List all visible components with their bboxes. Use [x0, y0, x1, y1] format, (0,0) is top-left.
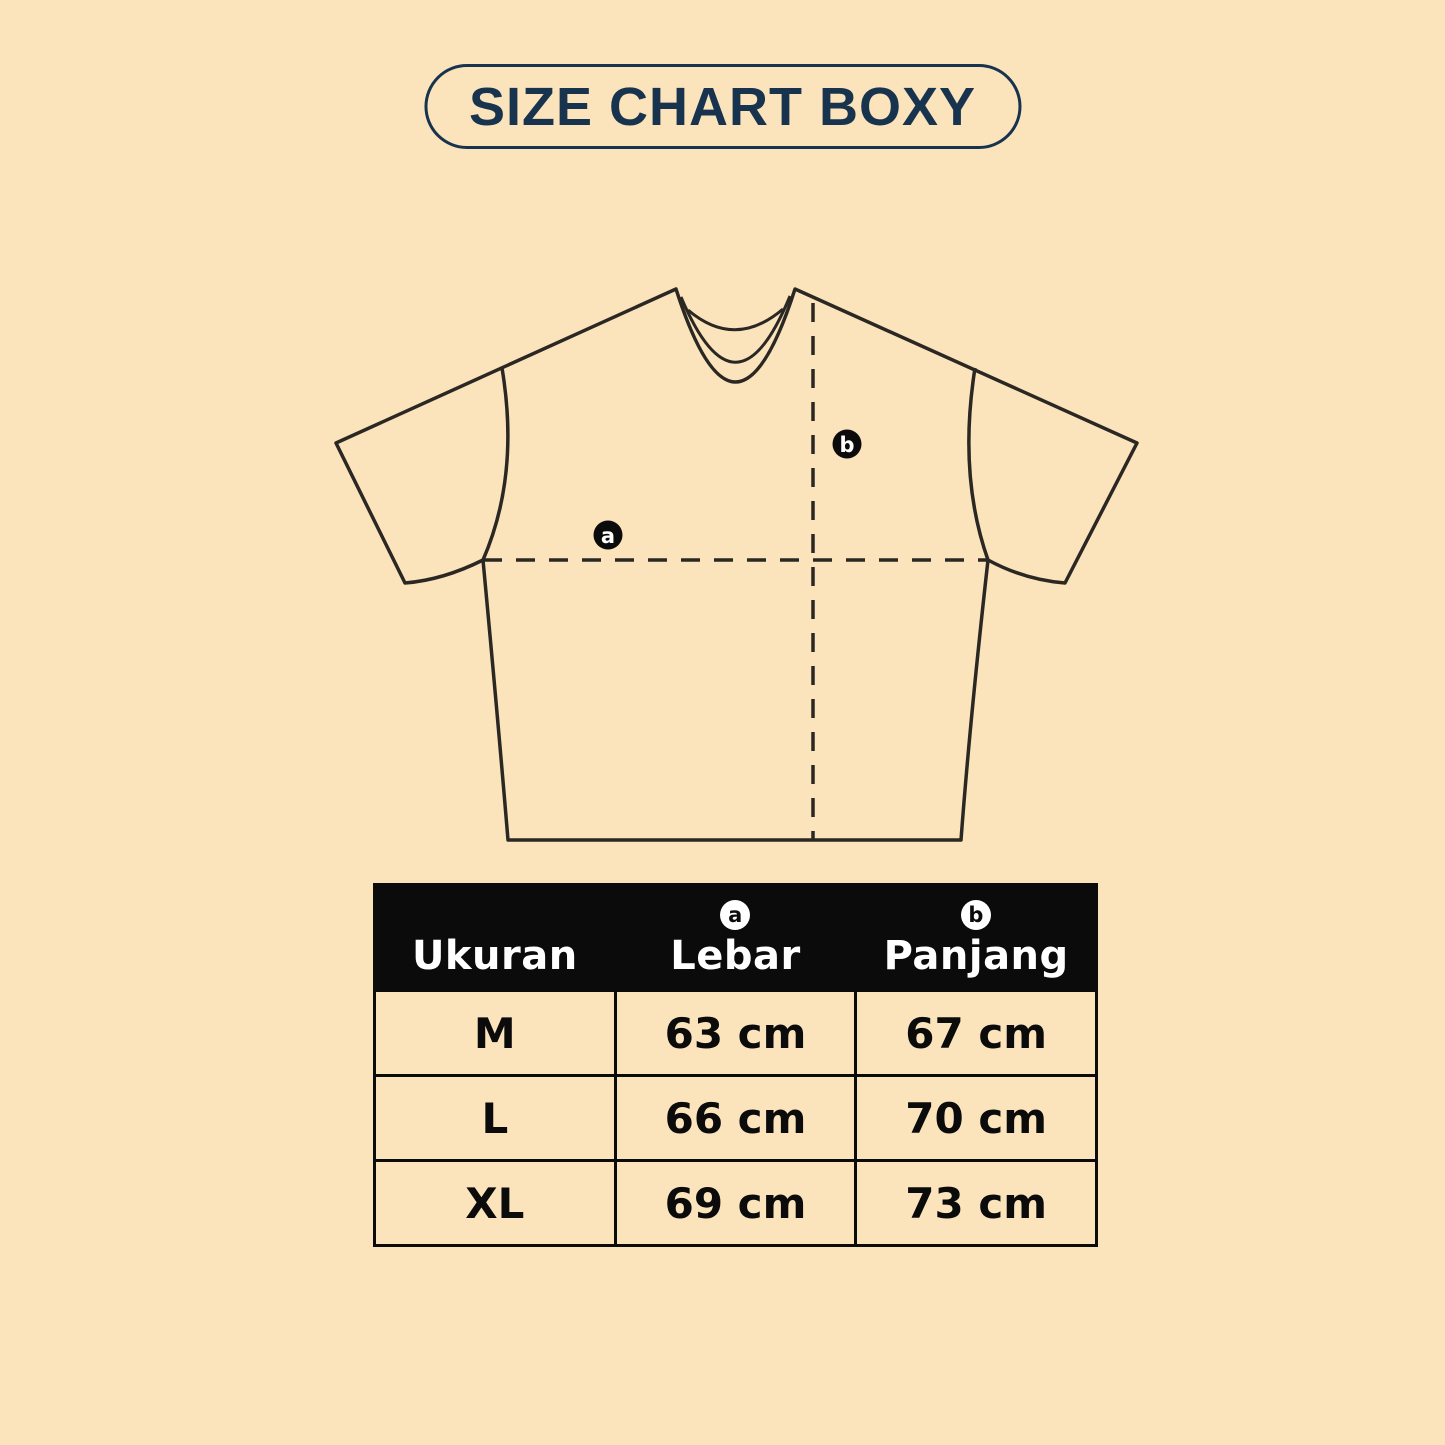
marker-a-label: a: [601, 524, 615, 548]
table-row-xl: XL 69 cm 73 cm: [373, 1159, 1098, 1247]
marker-a-badge: a: [593, 520, 623, 550]
header-label-lebar: Lebar: [670, 933, 801, 979]
header-cell-lebar: a Lebar: [613, 883, 858, 992]
tshirt-outline: [334, 287, 1139, 842]
armhole-left-seam: [481, 367, 510, 561]
marker-b-label: b: [839, 433, 854, 457]
cell-size-l: L: [373, 1074, 617, 1162]
marker-b-badge: b: [832, 429, 862, 459]
collar-back-line: [687, 307, 784, 332]
cell-lebar-l: 66 cm: [613, 1074, 858, 1162]
header-label-ukuran: Ukuran: [411, 933, 578, 979]
cell-lebar-m: 63 cm: [613, 989, 858, 1077]
collar-inner-line: [679, 295, 792, 364]
cell-size-m: M: [373, 989, 617, 1077]
title-pill: SIZE CHART BOXY: [423, 64, 1022, 149]
cell-panjang-l: 70 cm: [854, 1074, 1098, 1162]
page-title: SIZE CHART BOXY: [468, 76, 977, 137]
header-label-panjang: Panjang: [883, 933, 1069, 979]
header-cell-ukuran: Ukuran: [373, 883, 617, 992]
armhole-right-seam: [967, 367, 990, 561]
size-table: Ukuran a Lebar b Panjang M 63 cm 67 cm L…: [373, 883, 1098, 1247]
cell-lebar-xl: 69 cm: [613, 1159, 858, 1247]
size-table-header-row: Ukuran a Lebar b Panjang: [373, 883, 1098, 992]
cell-panjang-xl: 73 cm: [854, 1159, 1098, 1247]
table-row-m: M 63 cm 67 cm: [373, 989, 1098, 1077]
badge-b-icon: b: [961, 900, 992, 930]
cell-panjang-m: 67 cm: [854, 989, 1098, 1077]
cell-size-xl: XL: [373, 1159, 617, 1247]
badge-a-icon: a: [720, 900, 751, 930]
table-row-l: L 66 cm 70 cm: [373, 1074, 1098, 1162]
header-cell-panjang: b Panjang: [854, 883, 1098, 992]
